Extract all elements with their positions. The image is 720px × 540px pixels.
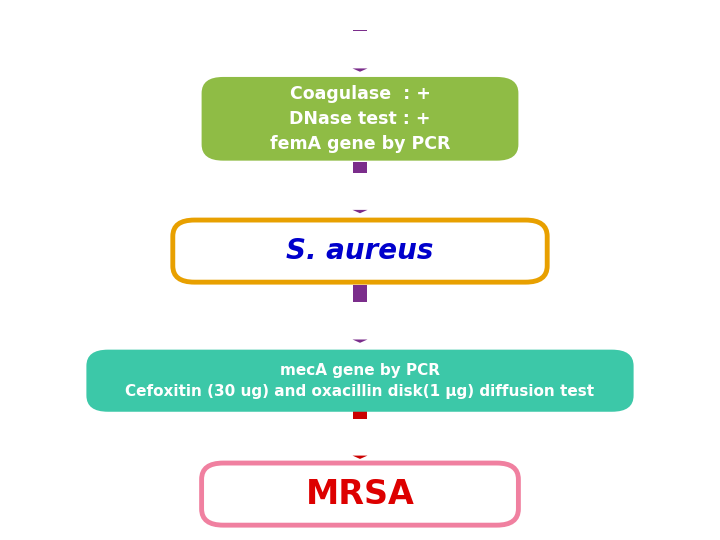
FancyBboxPatch shape [353,411,367,418]
FancyBboxPatch shape [353,285,367,302]
Text: MRSA: MRSA [305,477,415,511]
FancyBboxPatch shape [202,77,518,160]
FancyBboxPatch shape [353,30,367,31]
Text: Coagulase  : +
DNase test : +
femA gene by PCR: Coagulase : + DNase test : + femA gene b… [270,85,450,153]
FancyBboxPatch shape [353,162,367,173]
FancyBboxPatch shape [86,350,634,411]
FancyBboxPatch shape [202,463,518,525]
Text: S. aureus: S. aureus [287,237,433,265]
Text: mecA gene by PCR
Cefoxitin (30 ug) and oxacillin disk(1 μg) diffusion test: mecA gene by PCR Cefoxitin (30 ug) and o… [125,363,595,399]
FancyBboxPatch shape [173,220,547,282]
